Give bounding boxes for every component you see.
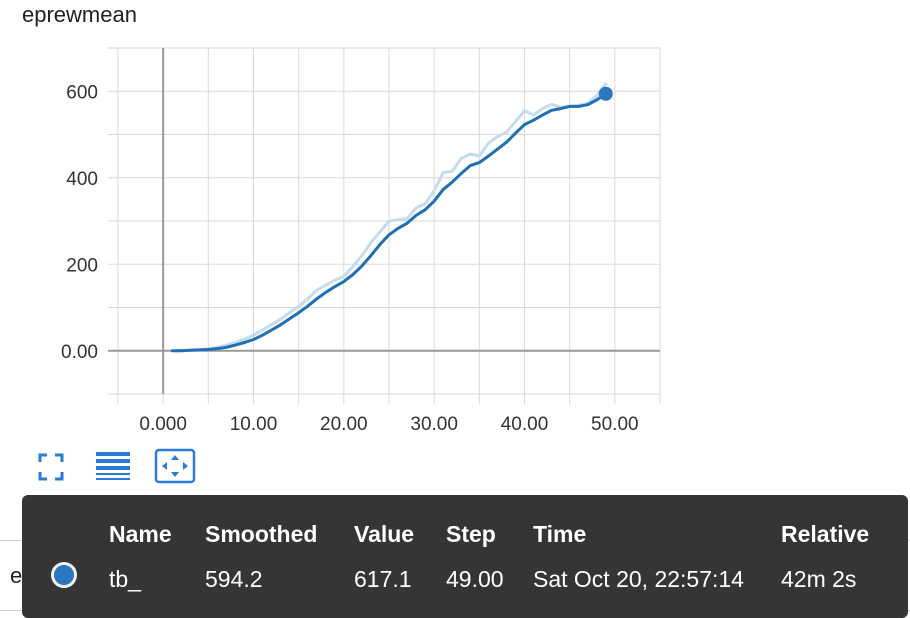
x-tick-label: 40.00 (501, 414, 549, 435)
x-tick-label: 0.000 (139, 414, 187, 435)
list-lines-icon (96, 452, 130, 480)
chart-tick-labels: 0.000 10.00 20.00 30.00 40.00 50.00 0.00 200 400… (61, 82, 639, 435)
tooltip-header-relative: Relative (781, 521, 870, 547)
x-tick-label: 10.00 (230, 414, 278, 435)
fit-domain-icon (38, 453, 64, 481)
y-tick-label: 200 (66, 255, 98, 276)
run-color-swatch (51, 562, 77, 588)
tooltip-relative: 42m 2s (781, 566, 857, 592)
y-tick-label: 600 (66, 82, 98, 103)
x-tick-label: 50.00 (591, 414, 639, 435)
tooltip-header-value: Value (354, 521, 415, 547)
x-tick-label: 30.00 (410, 414, 458, 435)
series-line-raw (170, 82, 608, 353)
tooltip-header-name: Name (109, 521, 172, 547)
tooltip-header-time: Time (533, 521, 587, 547)
fit-domain-button[interactable] (34, 448, 74, 486)
fit-to-data-icon (154, 448, 196, 484)
data-tooltip: Name Smoothed Value Step Time Relative t… (22, 495, 908, 618)
y-tick-label: 0.00 (61, 342, 98, 363)
toggle-log-button[interactable] (94, 448, 134, 486)
chart-title: eprewmean (22, 2, 137, 27)
chart-series (170, 82, 613, 353)
tooltip-header-smoothed: Smoothed (205, 521, 318, 547)
tooltip-value: 617.1 (354, 566, 412, 592)
fit-to-data-button[interactable] (154, 448, 196, 486)
hover-point-marker (598, 86, 613, 101)
y-tick-label: 400 (66, 169, 98, 190)
x-tick-label: 20.00 (320, 414, 368, 435)
tooltip-time: Sat Oct 20, 22:57:14 (533, 566, 744, 592)
line-chart[interactable]: 0.000 10.00 20.00 30.00 40.00 50.00 0.00 200 400… (0, 0, 910, 445)
tooltip-header-step: Step (446, 521, 496, 547)
tooltip-run-name: tb_ (109, 566, 141, 592)
tooltip-smoothed-value: 594.2 (205, 566, 263, 592)
series-line-smoothed (170, 92, 608, 353)
tooltip-step: 49.00 (446, 566, 504, 592)
